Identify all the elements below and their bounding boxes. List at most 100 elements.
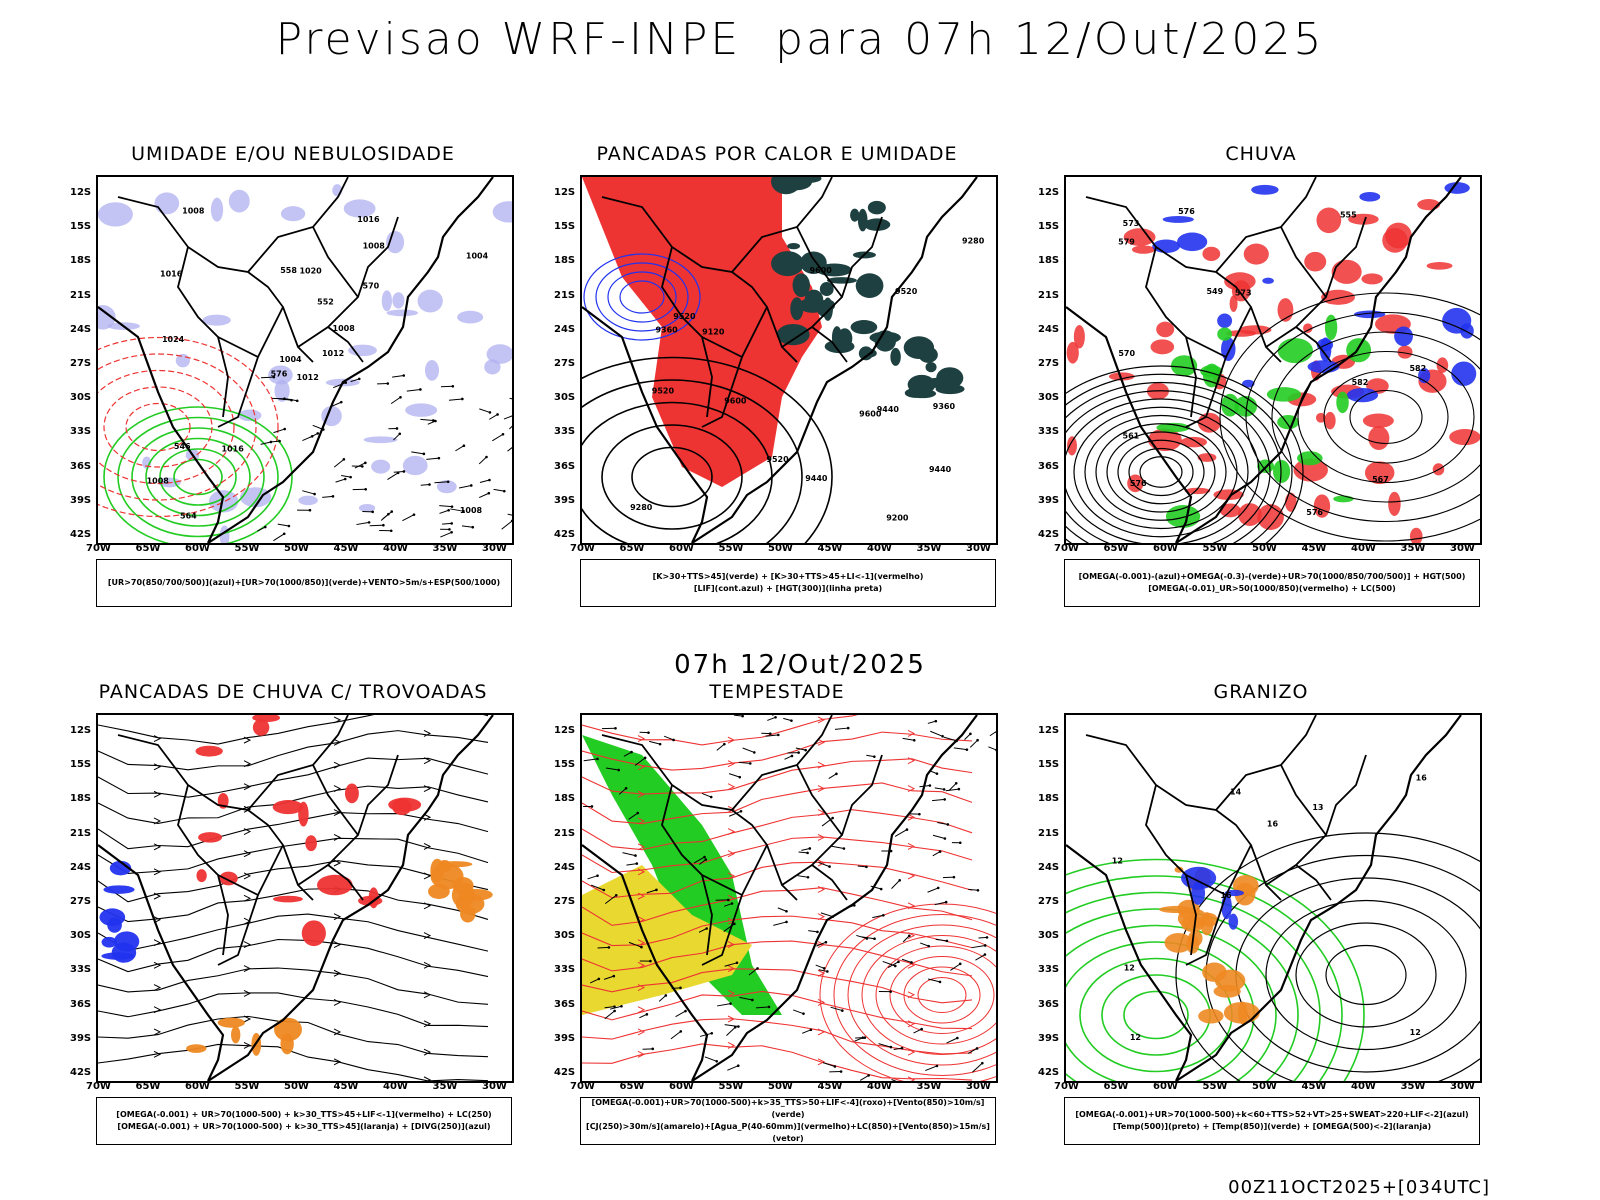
water-vapor-contour (889, 956, 995, 1034)
state-border (1295, 326, 1332, 363)
lc850-streamline-arrow (817, 716, 826, 724)
lc850-streamline-arrow (727, 872, 736, 880)
coastline (98, 177, 494, 543)
wind-vector (493, 488, 505, 492)
streamline-arrow (423, 842, 432, 850)
wind850-vector-head (952, 875, 956, 879)
wind850-vector (717, 1003, 731, 1007)
wind850-vector-head (882, 913, 885, 917)
thunder-orange-area (217, 1017, 245, 1028)
rain-red-area (1238, 503, 1262, 527)
wind-vector (333, 458, 345, 468)
rain-blue-area (1460, 323, 1474, 339)
lc850-streamline-arrow (907, 1076, 916, 1081)
humidity-low-contour (159, 448, 237, 506)
wind-vector (434, 481, 449, 484)
lc850-streamline-arrow (727, 760, 736, 768)
wind850-vector (767, 716, 776, 721)
streamline-arrow (423, 729, 432, 737)
wind-vector (503, 415, 512, 420)
humidity-high-area (424, 360, 440, 381)
hgt300-contour (582, 356, 833, 543)
rain-red-area (1397, 345, 1413, 359)
lon-tick-label: 30W (966, 1081, 991, 1092)
wind-vector-head (402, 374, 406, 377)
instability-green-area (826, 277, 857, 284)
rain-green-area (1297, 451, 1323, 466)
lon-tick-label: 60W (669, 1081, 694, 1092)
lc850-streamline-arrow (637, 984, 646, 991)
humidity-high-area (402, 455, 428, 476)
wind850-vector-head (767, 1005, 771, 1009)
contour-label: 12 (1130, 1033, 1141, 1042)
state-border (217, 874, 259, 896)
streamline-arrow (243, 805, 252, 813)
thunder-red-area (272, 800, 304, 815)
temp850-contour (1123, 990, 1189, 1040)
wind850-vector-head (602, 888, 606, 892)
wind850-vector (699, 859, 707, 865)
wind-vector-head (282, 532, 286, 536)
lat-tick-label: 30S (1038, 930, 1060, 942)
wind850-vector (815, 964, 825, 969)
wind850-vector-head (655, 888, 658, 892)
omega500-orange-area (1202, 962, 1227, 982)
hail-blue-area (1228, 913, 1239, 930)
streamline-arrow (423, 872, 432, 880)
lat-tick-label: 21S (1038, 289, 1060, 301)
contour-label: 9600 (859, 410, 882, 419)
wind-vector (369, 524, 384, 527)
wind-vector-head (402, 470, 406, 473)
rain-red-area (1156, 321, 1175, 338)
wind850-vector (969, 739, 978, 748)
panel-pancadas_calor: PANCADAS POR CALOR E UMIDADE 9600 9600 9600… (540, 139, 1014, 615)
lon-tick-label: 65W (619, 1081, 645, 1092)
humidity-high-area (154, 192, 180, 215)
streamline-arrow (333, 738, 342, 746)
contour-label: 16 (1416, 773, 1428, 782)
wind850-vector-head (941, 734, 944, 738)
wind-vector-head (502, 489, 506, 493)
wind-vector (393, 433, 401, 441)
thunder-red-area (305, 835, 317, 852)
wind850-vector-head (865, 865, 868, 869)
contour-label: 570 (1118, 349, 1135, 358)
lc850-streamline-arrow (817, 913, 826, 921)
lc850-streamline-arrow (907, 757, 916, 765)
wind850-vector (971, 944, 986, 949)
wind-vector-head (283, 427, 287, 431)
wind850-vector (748, 968, 758, 976)
humidity-high-area (202, 314, 231, 326)
lon-tick-label: 35W (1400, 543, 1426, 554)
wind850-vector (822, 1062, 836, 1067)
wind850-vector (968, 888, 978, 891)
lc850-streamline-arrow (637, 1006, 646, 1014)
lon-tick-label: 45W (817, 1081, 843, 1092)
rain-red-area (1321, 289, 1355, 305)
wind-vector (427, 420, 436, 425)
wind850-vector (928, 978, 941, 983)
wind-vector-head (364, 487, 368, 491)
contour-label: 1012 (297, 373, 319, 382)
lon-tick-label: 35W (432, 1081, 458, 1092)
wind850-vector-head (672, 738, 675, 742)
thickness-contour (103, 386, 213, 468)
wind850-vector-head (898, 878, 902, 882)
wind850-vector (893, 1047, 903, 1050)
wind-vector-head (501, 432, 505, 436)
streamline-arrow (243, 965, 252, 973)
instability-green-area (787, 242, 801, 250)
lc850-streamline-arrow (727, 736, 736, 744)
rain-red-area (1316, 207, 1342, 234)
wind850-vector-head (723, 742, 726, 746)
rain-red-area (1382, 228, 1408, 253)
contour-label: 1016 (160, 270, 183, 279)
lon-tick-label: 50W (1252, 543, 1277, 554)
wind850-vector (783, 717, 792, 722)
map-umidade: 1012 1016 1004 1008 1008 1016 1016 1020 1008 1012… (96, 175, 514, 545)
wind-vector-head (419, 388, 422, 391)
streamline (98, 967, 489, 1005)
hgt300-contour (582, 379, 803, 543)
wind-vector (411, 451, 424, 455)
wind850-vector-head (630, 750, 633, 754)
